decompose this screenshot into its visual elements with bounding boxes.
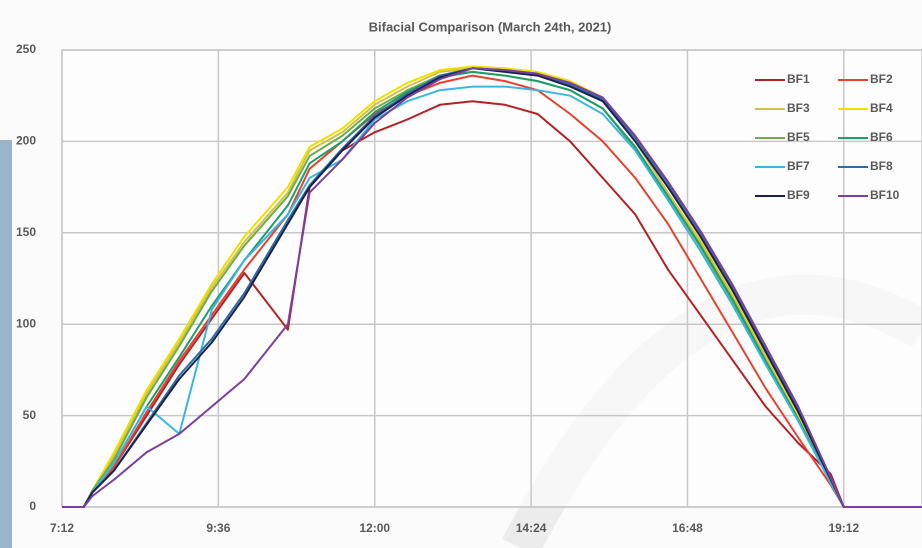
legend-label: BF8 [870,159,893,173]
series-line [62,85,922,508]
y-tick-label: 50 [23,408,37,422]
y-tick-label: 0 [29,499,36,513]
plot-area [61,49,922,508]
y-tick-label: 200 [16,134,36,148]
y-tick-label: 100 [16,316,36,330]
x-tick-label: 16:48 [672,521,703,535]
y-tick-label: 250 [16,42,36,56]
legend-label: BF4 [870,101,893,115]
series-line [62,67,922,508]
legend-label: BF1 [787,72,810,86]
series-line [62,74,922,508]
legend-label: BF7 [787,159,810,173]
x-tick-label: 9:36 [206,521,230,535]
x-tick-label: 7:12 [50,521,74,535]
x-tick-label: 14:24 [516,521,547,535]
photo-edge [0,140,12,548]
series-line [62,100,922,508]
x-tick-label: 12:00 [359,521,390,535]
legend-label: BF10 [870,188,900,202]
series-line [62,67,922,508]
legend-label: BF5 [787,130,810,144]
legend-label: BF2 [870,72,893,86]
x-tick-label: 19:12 [828,521,859,535]
legend-label: BF3 [787,101,810,115]
legend-label: BF6 [870,130,893,144]
y-tick-label: 150 [16,225,36,239]
legend-label: BF9 [787,188,810,202]
chart-title: Bifacial Comparison (March 24th, 2021) [369,19,612,34]
